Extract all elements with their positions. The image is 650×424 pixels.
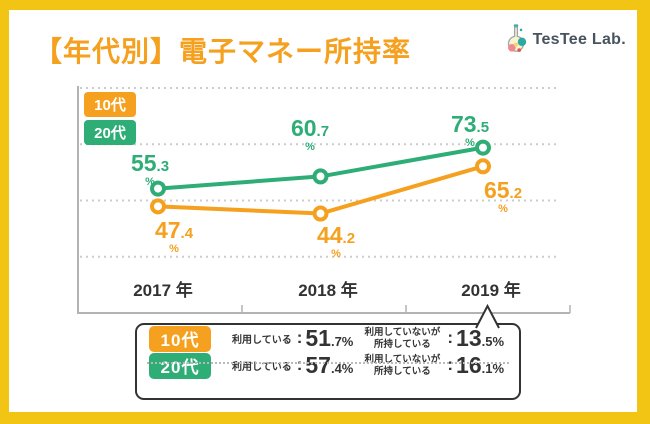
stat-value: 16.1% bbox=[456, 352, 505, 378]
colon: : bbox=[447, 354, 454, 374]
callout-box: 10代 利用している:51.7% 利用していないが 所持している:13.5% 20代利… bbox=[135, 323, 521, 400]
data-point-0-2 bbox=[475, 158, 491, 175]
logo-text: TesTee Lab. bbox=[532, 31, 626, 48]
legend: 10代 20代 bbox=[84, 92, 136, 148]
colon: : bbox=[296, 327, 303, 347]
data-point-1-1 bbox=[312, 168, 329, 185]
colon: : bbox=[447, 327, 454, 347]
age-badge: 10代 bbox=[149, 325, 211, 352]
data-point-1-0 bbox=[150, 180, 166, 197]
callout-row-1: 20代 利用している:57.4% 利用していないが 所持している:16.1% bbox=[137, 352, 519, 379]
callout-row-0: 10代 利用している:51.7% 利用していないが 所持している:13.5% bbox=[137, 325, 519, 352]
flask-icon bbox=[507, 24, 526, 52]
data-point-0-0 bbox=[150, 198, 166, 215]
data-point-1-2 bbox=[475, 139, 491, 156]
legend-badge-0: 10代 bbox=[84, 92, 136, 117]
testee-lab-logo: TesTee Lab. bbox=[505, 23, 626, 57]
callout-pointer bbox=[475, 303, 500, 329]
stat1-label: 利用している bbox=[232, 362, 292, 373]
axis-lines bbox=[77, 86, 570, 314]
stat-value: 51.7% bbox=[305, 325, 354, 351]
stat2-label: 利用していないが 所持している bbox=[364, 326, 441, 350]
colon: : bbox=[296, 354, 303, 374]
page-title: 【年代別】電子マネー所持率 bbox=[34, 36, 412, 67]
data-point-0-1 bbox=[312, 205, 329, 222]
stat2-label: 利用していないが 所持している bbox=[364, 353, 441, 377]
stat-value: 57.4% bbox=[305, 352, 354, 378]
stat-value: 13.5% bbox=[456, 325, 505, 351]
callout-separator bbox=[147, 361, 509, 364]
legend-badge-1: 20代 bbox=[84, 120, 136, 145]
stat1-label: 利用している bbox=[232, 335, 292, 346]
age-badge: 20代 bbox=[149, 352, 211, 379]
callout-rows: 10代 利用している:51.7% 利用していないが 所持している:13.5% 20代利… bbox=[137, 325, 519, 379]
